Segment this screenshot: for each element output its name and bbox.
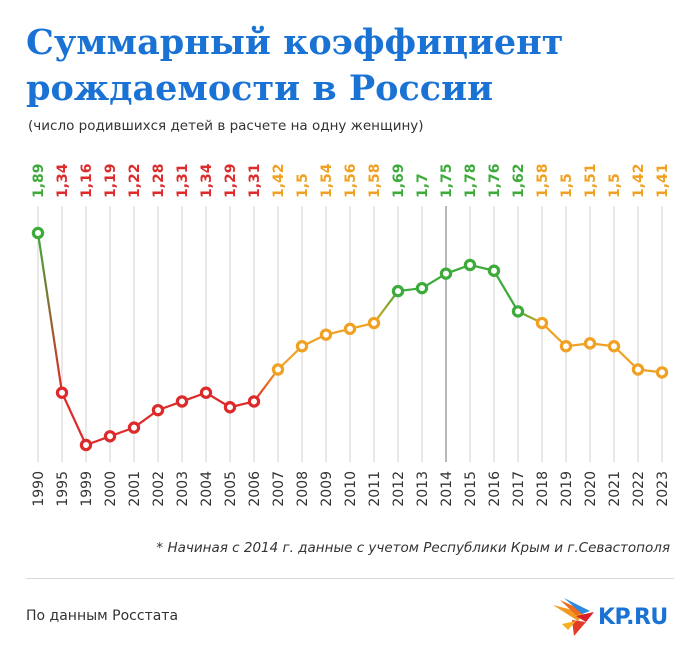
data-point [655, 366, 669, 379]
x-tick-label: 2018 [535, 471, 551, 507]
data-point [559, 340, 573, 353]
data-label: 1,31 [175, 163, 191, 198]
x-tick-label: 2005 [223, 471, 239, 507]
x-tick-label: 2022 [631, 471, 647, 507]
data-point [319, 328, 333, 341]
kp-bird-logo-icon [553, 598, 594, 636]
line-chart: 1,89 1,34 1,16 1,19 1,22 1,28 1,31 1,34 1,29 1,31… [31, 163, 671, 507]
data-point [463, 258, 477, 272]
x-tick-label: 2019 [559, 471, 575, 507]
data-label: 1,76 [487, 163, 503, 198]
data-label: 1,78 [463, 163, 479, 198]
data-point [391, 284, 405, 298]
chart-subtitle: (число родившихся детей в расчете на одн… [28, 118, 424, 134]
data-point [175, 395, 189, 408]
data-point [343, 322, 357, 336]
x-tick-label: 2017 [511, 471, 527, 507]
data-label: 1,5 [559, 173, 575, 198]
x-tick-label: 2021 [607, 471, 623, 507]
data-label: 1,34 [55, 163, 71, 198]
data-label: 1,7 [415, 173, 431, 198]
x-tick-label: 2012 [391, 471, 407, 507]
x-tick-label: 2020 [583, 471, 599, 507]
data-label: 1,58 [535, 163, 551, 198]
data-label: 1,75 [439, 163, 455, 198]
data-point [607, 340, 621, 353]
data-label: 1,56 [343, 163, 359, 198]
data-label: 1,31 [247, 163, 263, 198]
x-tick-label: 2009 [319, 471, 335, 507]
logo-text: KP.RU [598, 605, 668, 630]
footer-divider [26, 578, 674, 579]
data-label: 1,54 [319, 163, 335, 198]
footnote: * Начиная с 2014 г. данные с учетом Респ… [156, 540, 670, 556]
x-tick-label: 2002 [151, 471, 167, 507]
data-point [127, 421, 141, 434]
data-point [55, 386, 69, 399]
x-tick-label: 2010 [343, 471, 359, 507]
series-line-segment [252, 368, 280, 403]
data-point [151, 403, 165, 417]
data-point [199, 386, 213, 399]
data-label: 1,62 [511, 163, 527, 198]
source-note: По данным Росстата [26, 608, 179, 624]
x-tick-label: 2016 [487, 471, 503, 507]
data-label: 1,28 [151, 163, 167, 198]
data-point [247, 395, 261, 408]
data-point [631, 363, 645, 376]
data-label: 1,69 [391, 163, 407, 198]
data-label: 1,29 [223, 163, 239, 198]
x-tick-label: 2008 [295, 471, 311, 507]
data-point [439, 267, 453, 280]
data-label: 1,19 [103, 163, 119, 198]
x-tick-label: 1990 [31, 471, 47, 507]
series-line-segment [60, 391, 88, 447]
data-point [79, 438, 93, 452]
data-point [367, 316, 381, 330]
series-line-segment [36, 231, 64, 394]
data-label: 1,34 [199, 163, 215, 198]
data-point [535, 316, 549, 330]
x-tick-label: 2007 [271, 471, 287, 507]
chart-title: Суммарный коэффициент рождаемости в Росс… [26, 22, 564, 109]
kp-logo[interactable]: KP.RU [550, 596, 674, 640]
x-tick-label: 2003 [175, 471, 191, 507]
x-tick-label: 2011 [367, 471, 383, 507]
data-point [295, 340, 309, 353]
data-point [103, 430, 117, 443]
data-label: 1,51 [583, 163, 599, 198]
x-tick-label: 2004 [199, 471, 215, 507]
data-point [487, 264, 501, 277]
x-tick-label: 2000 [103, 471, 119, 507]
data-label: 1,5 [607, 173, 623, 198]
x-tick-label: 1999 [79, 471, 95, 507]
data-point [583, 337, 597, 350]
x-tick-label: 2006 [247, 471, 263, 507]
x-tick-label: 1995 [55, 471, 71, 507]
x-tick-label: 2001 [127, 471, 143, 507]
data-label: 1,5 [295, 173, 311, 198]
series-line-segment [372, 289, 400, 325]
data-label: 1,16 [79, 163, 95, 198]
x-tick-label: 2013 [415, 471, 431, 507]
data-label: 1,41 [655, 163, 671, 198]
x-tick-label: 2014 [439, 471, 455, 507]
data-point [223, 401, 237, 414]
data-point [415, 281, 429, 295]
x-tick-label: 2023 [655, 471, 671, 507]
data-label: 1,58 [367, 163, 383, 198]
data-label: 1,42 [271, 163, 287, 198]
data-label: 1,42 [631, 163, 647, 198]
data-point [271, 363, 285, 376]
data-label: 1,22 [127, 163, 143, 198]
data-label: 1,89 [31, 163, 47, 198]
data-point [31, 226, 45, 240]
x-tick-label: 2015 [463, 471, 479, 507]
series-line-segment [492, 269, 520, 313]
data-point [511, 305, 525, 318]
